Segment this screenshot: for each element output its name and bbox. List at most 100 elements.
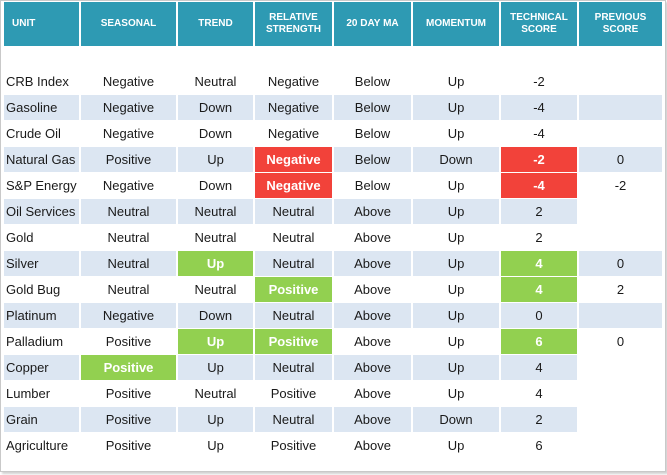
cell-trend: Neutral xyxy=(178,381,253,407)
cell-relative-strength: Positive xyxy=(255,433,332,459)
cell-previous-score xyxy=(579,69,662,95)
header-relative-strength: RELATIVE STRENGTH xyxy=(255,2,332,48)
cell-20-day-ma: Below xyxy=(334,147,411,173)
spacer-cell xyxy=(255,48,332,69)
spacer-cell xyxy=(579,48,662,69)
spacer-row xyxy=(4,48,662,69)
cell-trend: Down xyxy=(178,95,253,121)
cell-technical-score: -2 xyxy=(501,69,577,95)
cell-momentum: Up xyxy=(413,251,499,277)
cell-trend: Up xyxy=(178,329,253,355)
table-row-gold-bug: Gold Bug Neutral Neutral Positive Above … xyxy=(4,277,662,303)
cell-seasonal: Positive xyxy=(81,329,176,355)
cell-seasonal: Negative xyxy=(81,69,176,95)
table-row-silver: Silver Neutral Up Neutral Above Up 4 0 xyxy=(4,251,662,277)
cell-unit: Copper xyxy=(4,355,79,381)
header-technical-score-line2: SCORE xyxy=(521,24,557,35)
cell-trend: Down xyxy=(178,173,253,199)
cell-relative-strength: Negative xyxy=(255,121,332,147)
cell-seasonal: Neutral xyxy=(81,251,176,277)
header-20-day-ma: 20 DAY MA xyxy=(334,2,411,48)
table-row-natural-gas: Natural Gas Positive Up Negative Below D… xyxy=(4,147,662,173)
cell-relative-strength: Positive xyxy=(255,277,332,303)
spacer-cell xyxy=(501,48,577,69)
cell-trend: Neutral xyxy=(178,69,253,95)
cell-momentum: Up xyxy=(413,225,499,251)
spacer-cell xyxy=(334,48,411,69)
table-row-grain: Grain Positive Up Neutral Above Down 2 xyxy=(4,407,662,433)
spacer-cell xyxy=(4,48,79,69)
cell-trend: Up xyxy=(178,433,253,459)
cell-seasonal: Positive xyxy=(81,433,176,459)
table-row-crude-oil: Crude Oil Negative Down Negative Below U… xyxy=(4,121,662,147)
header-previous-score-line2: SCORE xyxy=(602,24,639,35)
cell-previous-score xyxy=(579,355,662,381)
cell-seasonal: Positive xyxy=(81,147,176,173)
cell-20-day-ma: Above xyxy=(334,407,411,433)
cell-20-day-ma: Above xyxy=(334,381,411,407)
spacer-cell xyxy=(413,48,499,69)
cell-20-day-ma: Above xyxy=(334,225,411,251)
table-row-platinum: Platinum Negative Down Neutral Above Up … xyxy=(4,303,662,329)
cell-technical-score: 2 xyxy=(501,225,577,251)
header-relative-strength-line1: RELATIVE xyxy=(269,12,318,23)
table-row-palladium: Palladium Positive Up Positive Above Up … xyxy=(4,329,662,355)
cell-seasonal: Positive xyxy=(81,407,176,433)
cell-technical-score: 4 xyxy=(501,355,577,381)
cell-technical-score: 2 xyxy=(501,407,577,433)
spacer-cell xyxy=(81,48,176,69)
header-unit: UNIT xyxy=(4,2,79,48)
cell-20-day-ma: Above xyxy=(334,355,411,381)
cell-previous-score xyxy=(579,95,662,121)
cell-previous-score: 0 xyxy=(579,329,662,355)
cell-momentum: Up xyxy=(413,381,499,407)
cell-momentum: Up xyxy=(413,173,499,199)
cell-unit: Silver xyxy=(4,251,79,277)
cell-momentum: Up xyxy=(413,277,499,303)
cell-relative-strength: Neutral xyxy=(255,199,332,225)
cell-relative-strength: Negative xyxy=(255,173,332,199)
cell-momentum: Down xyxy=(413,407,499,433)
cell-seasonal: Negative xyxy=(81,95,176,121)
cell-momentum: Up xyxy=(413,69,499,95)
table-row-gasoline: Gasoline Negative Down Negative Below Up… xyxy=(4,95,662,121)
header-technical-score-line1: TECHNICAL xyxy=(510,12,568,23)
cell-momentum: Down xyxy=(413,147,499,173)
cell-seasonal: Neutral xyxy=(81,199,176,225)
cell-relative-strength: Neutral xyxy=(255,225,332,251)
cell-previous-score xyxy=(579,407,662,433)
cell-relative-strength: Negative xyxy=(255,69,332,95)
cell-previous-score: 2 xyxy=(579,277,662,303)
cell-trend: Neutral xyxy=(178,199,253,225)
header-row: UNIT SEASONAL TREND RELATIVE STRENGTH 20… xyxy=(4,2,662,48)
cell-trend: Up xyxy=(178,251,253,277)
header-trend: TREND xyxy=(178,2,253,48)
cell-previous-score xyxy=(579,225,662,251)
cell-technical-score: -2 xyxy=(501,147,577,173)
cell-trend: Up xyxy=(178,355,253,381)
cell-trend: Up xyxy=(178,407,253,433)
cell-20-day-ma: Below xyxy=(334,69,411,95)
table-row-crb-index: CRB Index Negative Neutral Negative Belo… xyxy=(4,69,662,95)
cell-unit: Gold xyxy=(4,225,79,251)
cell-relative-strength: Neutral xyxy=(255,251,332,277)
cell-momentum: Up xyxy=(413,199,499,225)
cell-technical-score: 4 xyxy=(501,277,577,303)
cell-seasonal: Negative xyxy=(81,121,176,147)
header-technical-score: TECHNICAL SCORE xyxy=(501,2,577,48)
cell-20-day-ma: Below xyxy=(334,173,411,199)
header-previous-score-line1: PREVIOUS xyxy=(594,12,647,23)
cell-20-day-ma: Above xyxy=(334,303,411,329)
cell-previous-score: 0 xyxy=(579,147,662,173)
cell-seasonal: Neutral xyxy=(81,277,176,303)
cell-relative-strength: Neutral xyxy=(255,407,332,433)
cell-trend: Neutral xyxy=(178,277,253,303)
cell-trend: Neutral xyxy=(178,225,253,251)
cell-unit: Oil Services xyxy=(4,199,79,225)
cell-momentum: Up xyxy=(413,355,499,381)
table-row-gold: Gold Neutral Neutral Neutral Above Up 2 xyxy=(4,225,662,251)
cell-20-day-ma: Above xyxy=(334,277,411,303)
header-previous-score: PREVIOUS SCORE xyxy=(579,2,662,48)
cell-relative-strength: Neutral xyxy=(255,355,332,381)
